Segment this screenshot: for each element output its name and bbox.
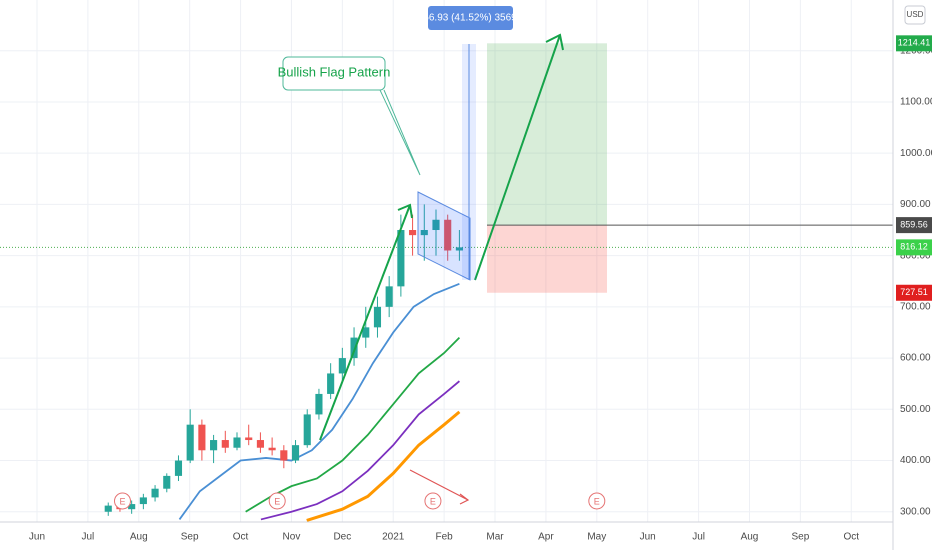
x-tick-label: 2021 (382, 532, 405, 543)
price-label: 1214.41 (898, 38, 931, 48)
callout-pointer (379, 89, 421, 176)
candle-body (303, 414, 311, 446)
candle-body (256, 440, 264, 448)
earnings-marker (424, 492, 442, 510)
candle-body (163, 475, 171, 489)
x-tick-label: Jun (640, 532, 656, 543)
earnings-label: E (594, 496, 600, 506)
candle-body (268, 447, 276, 451)
y-tick-label: 1100.00 (900, 97, 932, 108)
earnings-marker (268, 492, 286, 510)
x-tick-label: Sep (181, 532, 199, 543)
y-tick-label: 400.00 (900, 455, 931, 466)
down-arrow (409, 469, 469, 501)
candle-body (210, 440, 218, 451)
moving-average (260, 380, 460, 521)
x-tick-label: Dec (333, 532, 351, 543)
candle-body (151, 488, 159, 498)
x-tick-label: Oct (233, 532, 249, 543)
x-tick-label: Aug (130, 532, 148, 543)
candle-body (385, 286, 393, 307)
y-tick-label: 500.00 (900, 404, 931, 415)
x-tick-label: Apr (538, 532, 554, 543)
grid (0, 0, 893, 522)
candle-body (174, 460, 183, 476)
moving-average (306, 410, 461, 522)
candle-body (221, 440, 229, 448)
earnings-label: E (430, 496, 436, 506)
candle-body (373, 306, 382, 328)
candle-body (327, 373, 335, 394)
candle-body (315, 393, 323, 415)
x-tick-label: May (587, 532, 606, 543)
y-tick-label: 900.00 (900, 199, 931, 210)
moving-average (178, 282, 460, 520)
candle-body (432, 219, 440, 231)
candle-body (291, 445, 300, 461)
candles (104, 204, 463, 516)
y-tick-label: 300.00 (900, 506, 931, 517)
candle-body (455, 247, 463, 251)
price-label-bg (896, 284, 932, 301)
x-tick-label: Oct (843, 532, 859, 543)
candle-body (362, 327, 370, 338)
stop-zone (487, 225, 607, 293)
callout-text: Bullish Flag Pattern (278, 64, 391, 79)
candle-body (198, 424, 206, 451)
candle-body (139, 497, 147, 505)
candle-body (233, 437, 241, 448)
candle-body (104, 505, 112, 512)
currency-badge[interactable] (904, 5, 926, 25)
candle-body (397, 230, 405, 287)
price-label: 859.56 (900, 219, 928, 229)
currency: USD (907, 10, 924, 19)
earnings-label: E (274, 496, 280, 506)
candle-body (128, 504, 136, 510)
earnings-marker (113, 492, 131, 510)
y-tick-label: 700.00 (900, 301, 931, 312)
x-tick-label: Jun (29, 532, 45, 543)
y-tick-label: 600.00 (900, 353, 931, 364)
y-tick-label: 800.00 (900, 250, 931, 261)
candle-body (280, 450, 288, 461)
moving-average (245, 336, 461, 513)
measure-box (428, 6, 513, 30)
y-tick-label: 1000.00 (900, 148, 932, 159)
axes: Jun Jul Aug Sep Oct Nov Dec 2021 Feb Mar Apr May Jun… (29, 35, 932, 543)
trend-arrow (474, 34, 561, 281)
x-tick-label: Aug (741, 532, 759, 543)
candle-body (186, 424, 194, 461)
flag-channel (417, 191, 471, 281)
candle-body (350, 337, 358, 359)
candle-body (409, 230, 417, 236)
callout-box (282, 56, 386, 91)
candle-body (245, 437, 253, 441)
price-label: 727.51 (900, 287, 928, 297)
arrow-head (545, 33, 564, 51)
arrow-head (459, 493, 470, 505)
price-label-bg (896, 217, 932, 234)
measure-text: 356.93 (41.52%) 35693 (418, 13, 523, 24)
candle-body (420, 230, 428, 236)
x-tick-label: Feb (436, 532, 454, 543)
price-label-bg (896, 239, 932, 256)
price-label: 816.12 (900, 242, 928, 252)
candle-body (338, 358, 346, 374)
arrow-head (397, 203, 413, 219)
x-tick-label: Nov (283, 532, 301, 543)
price-label-bg (896, 35, 932, 52)
x-tick-label: Jul (692, 532, 705, 543)
x-tick-label: Mar (486, 532, 504, 543)
moving-averages (178, 282, 461, 522)
trend-arrow (319, 204, 411, 441)
x-tick-label: Sep (791, 532, 809, 543)
candle-body (444, 219, 452, 251)
earnings-label: E (119, 496, 125, 506)
earnings-marker (588, 492, 606, 510)
x-tick-label: Jul (81, 532, 94, 543)
